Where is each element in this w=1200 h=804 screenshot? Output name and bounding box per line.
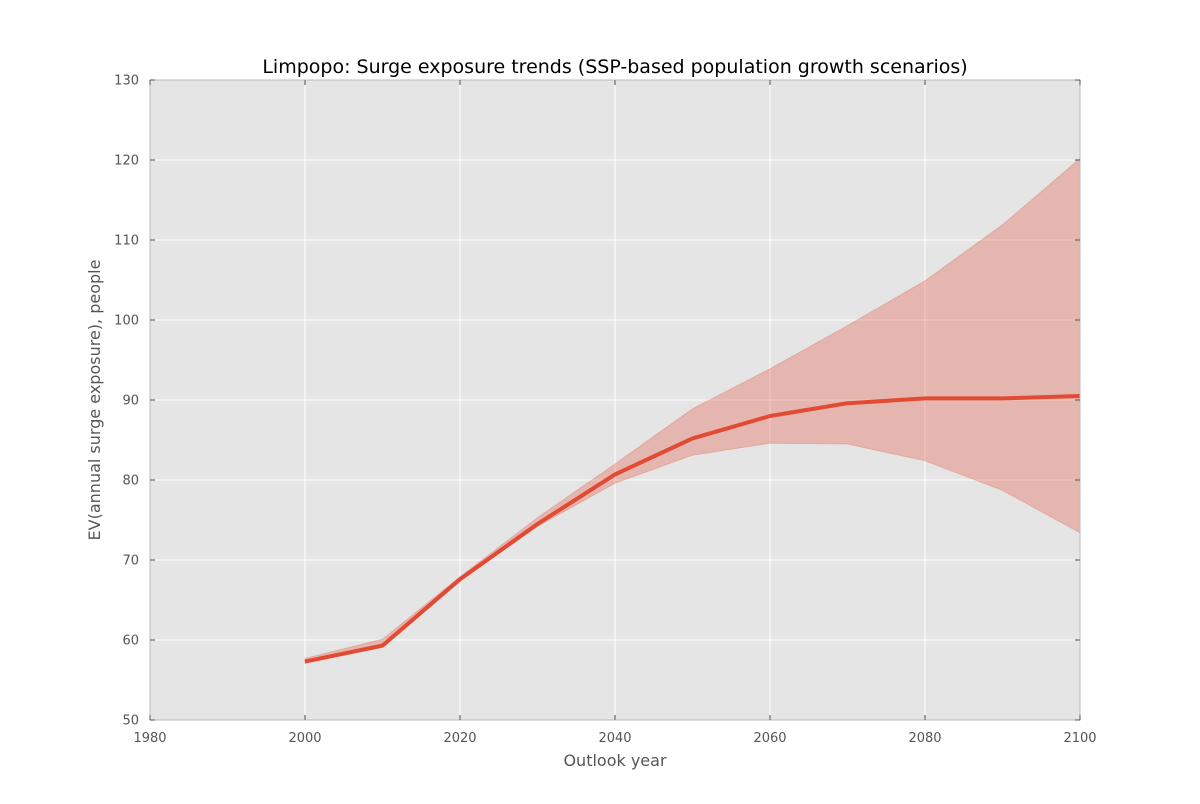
- y-tick-label: 110: [114, 234, 139, 249]
- y-axis-label: EV(annual surge exposure), people: [85, 260, 104, 541]
- data-point: [458, 577, 462, 581]
- grid-lines: [150, 80, 1080, 720]
- y-tick-label: 90: [122, 394, 139, 409]
- x-tick-label: 2020: [443, 731, 476, 746]
- data-point: [381, 644, 385, 648]
- data-point: [691, 436, 695, 440]
- data-point: [613, 472, 617, 476]
- y-tick-label: 120: [114, 154, 139, 169]
- data-point: [303, 660, 307, 664]
- data-point: [536, 522, 540, 526]
- x-tick-label: 1980: [133, 731, 166, 746]
- y-tick-label: 100: [114, 314, 139, 329]
- x-tick-label: 2000: [288, 731, 321, 746]
- y-tick-label: 130: [114, 74, 139, 89]
- x-tick-label: 2040: [598, 731, 631, 746]
- x-tick-label: 2080: [908, 731, 941, 746]
- data-point: [923, 396, 927, 400]
- chart-title: Limpopo: Surge exposure trends (SSP-base…: [262, 56, 967, 78]
- x-tick-label: 2100: [1063, 731, 1096, 746]
- x-tick-label: 2060: [753, 731, 786, 746]
- data-point: [768, 414, 772, 418]
- y-tick-label: 70: [122, 554, 139, 569]
- series-line: [304, 394, 1081, 664]
- y-tick-label: 60: [122, 634, 139, 649]
- data-point: [846, 401, 850, 405]
- x-axis-label: Outlook year: [563, 751, 667, 770]
- axis-ticks: 1980 2000 2020 2040 2060 2080 2100 50 60 70 80 90 10…: [114, 74, 1096, 747]
- y-tick-label: 80: [122, 474, 139, 489]
- data-point: [1001, 396, 1005, 400]
- y-tick-label: 50: [122, 714, 139, 729]
